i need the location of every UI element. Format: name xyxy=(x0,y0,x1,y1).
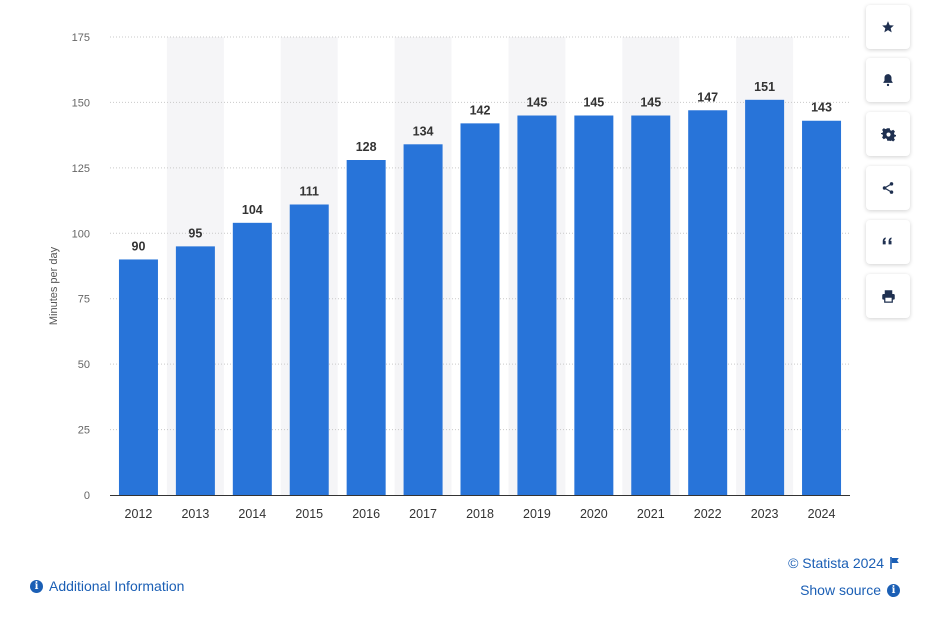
x-tick-label: 2012 xyxy=(125,507,153,521)
bar[interactable] xyxy=(175,246,215,495)
x-tick-label: 2018 xyxy=(466,507,494,521)
bar[interactable] xyxy=(631,115,671,495)
info-icon: i xyxy=(887,583,900,597)
copyright-text: © Statista 2024 xyxy=(788,555,884,571)
gear-icon xyxy=(880,127,896,141)
bar-chart: 0 25 50 75 100 125 150 175 90 95 104 111 128 134 142 1… xyxy=(48,32,850,521)
copyright-line[interactable]: © Statista 2024 xyxy=(788,555,900,571)
bar[interactable] xyxy=(517,115,557,495)
bar[interactable] xyxy=(460,123,500,495)
favorite-button[interactable] xyxy=(866,5,910,49)
data-label: 151 xyxy=(754,80,775,94)
share-button[interactable] xyxy=(866,166,910,210)
bar[interactable] xyxy=(346,160,386,495)
data-label: 111 xyxy=(299,184,319,198)
bar[interactable] xyxy=(289,204,329,496)
quote-icon xyxy=(882,237,892,245)
bell-icon xyxy=(883,74,893,87)
x-tick-label: 2020 xyxy=(580,507,608,521)
x-tick-label: 2017 xyxy=(409,507,437,521)
data-label: 145 xyxy=(526,96,547,110)
x-tick-label: 2024 xyxy=(808,507,836,521)
bar[interactable] xyxy=(403,144,443,495)
x-tick-label: 2019 xyxy=(523,507,551,521)
y-tick-label: 50 xyxy=(78,359,90,371)
x-tick-label: 2013 xyxy=(181,507,209,521)
data-label: 145 xyxy=(583,96,604,110)
data-label: 134 xyxy=(413,124,434,138)
bar[interactable] xyxy=(118,259,158,495)
y-tick-label: 175 xyxy=(72,32,90,44)
cite-button[interactable] xyxy=(866,220,910,264)
data-labels: 90 95 104 111 128 134 142 145 145 145 147 151 143 xyxy=(132,80,833,254)
data-label: 128 xyxy=(356,140,377,154)
share-icon xyxy=(882,182,894,194)
x-tick-label: 2021 xyxy=(637,507,665,521)
data-label: 95 xyxy=(188,226,202,240)
x-tick-label: 2016 xyxy=(352,507,380,521)
bar[interactable] xyxy=(574,115,614,495)
y-axis-ticks: 0 25 50 75 100 125 150 175 xyxy=(72,32,90,502)
data-label: 90 xyxy=(132,239,146,253)
settings-button[interactable] xyxy=(866,112,910,156)
y-tick-label: 100 xyxy=(72,228,90,240)
bar[interactable] xyxy=(688,110,728,495)
y-tick-label: 0 xyxy=(84,490,90,502)
additional-information-link[interactable]: i Additional Information xyxy=(30,578,184,594)
y-tick-label: 125 xyxy=(72,163,90,175)
notification-button[interactable] xyxy=(866,58,910,102)
info-icon: i xyxy=(30,579,43,593)
bar[interactable] xyxy=(802,120,842,496)
bar[interactable] xyxy=(745,99,785,495)
x-axis-ticks: 2012 2013 2014 2015 2016 2017 2018 2019 2020 2021… xyxy=(125,507,836,521)
x-tick-label: 2023 xyxy=(751,507,779,521)
x-tick-label: 2015 xyxy=(295,507,323,521)
x-tick-label: 2014 xyxy=(238,507,266,521)
y-tick-label: 75 xyxy=(78,294,90,306)
bars xyxy=(118,99,842,496)
print-icon xyxy=(881,289,895,303)
show-source-text: Show source xyxy=(800,582,881,598)
data-label: 147 xyxy=(697,90,718,104)
y-tick-label: 25 xyxy=(78,425,90,437)
additional-information-text: Additional Information xyxy=(49,578,185,594)
y-axis-label: Minutes per day xyxy=(48,246,60,325)
star-icon xyxy=(882,21,894,33)
y-tick-label: 150 xyxy=(72,97,90,109)
show-source-link[interactable]: Show source i xyxy=(800,582,900,598)
x-tick-label: 2022 xyxy=(694,507,722,521)
bar[interactable] xyxy=(232,222,272,495)
print-button[interactable] xyxy=(866,274,910,318)
data-label: 142 xyxy=(470,103,491,117)
data-label: 143 xyxy=(811,101,832,115)
data-label: 104 xyxy=(242,203,263,217)
data-label: 145 xyxy=(640,96,661,110)
flag-icon xyxy=(890,557,899,569)
